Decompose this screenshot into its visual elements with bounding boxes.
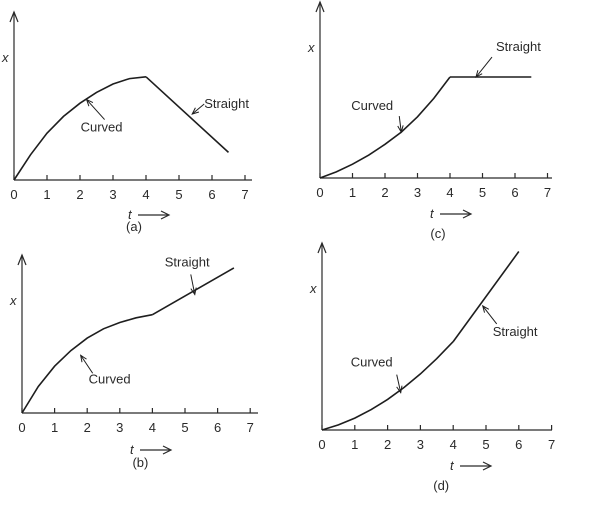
annotation-arrowhead xyxy=(190,287,197,296)
y-axis-arrowhead xyxy=(315,0,325,13)
x-tick-label: 6 xyxy=(208,187,215,202)
panel-caption: (b) xyxy=(132,455,148,470)
x-tick-label: 3 xyxy=(417,437,424,452)
y-axis-label: x xyxy=(1,50,9,65)
curved-segment xyxy=(321,341,454,431)
annotation-arrowhead xyxy=(396,385,403,394)
x-tick-label: 5 xyxy=(479,185,486,200)
annotation-curved: Curved xyxy=(351,355,393,370)
annotation-arrowhead xyxy=(475,70,483,79)
x-tick-label: 6 xyxy=(515,437,522,452)
x-tick-label: 7 xyxy=(544,185,551,200)
annotation-pointer xyxy=(398,116,402,133)
annotation-curved: Curved xyxy=(89,371,131,386)
annotation-pointer xyxy=(80,355,94,374)
y-axis-arrowhead xyxy=(317,241,327,254)
x-tick-label: 5 xyxy=(175,187,182,202)
annotation-arrowhead xyxy=(85,98,94,107)
x-tick-label: 7 xyxy=(548,437,555,452)
annotation-curved: Curved xyxy=(351,98,393,113)
chart-panel-c: x 0 1 2 3 4 5 6 7 t (c) Curved Straight xyxy=(307,0,552,241)
annotation-pointer xyxy=(190,274,196,295)
x-tick-label: 2 xyxy=(76,187,83,202)
annotation-straight: Straight xyxy=(204,96,249,111)
chart-panel-a: x 0 1 2 3 4 5 6 7 t(a) Curved Straight xyxy=(1,10,252,234)
x-tick-label: 4 xyxy=(149,420,156,435)
panel-caption: (c) xyxy=(430,226,445,241)
straight-segment xyxy=(452,251,520,343)
x-tick-label: 7 xyxy=(247,420,254,435)
x-axis-arrowhead xyxy=(160,210,171,220)
x-tick-label: 7 xyxy=(241,187,248,202)
y-axis-arrowhead xyxy=(9,10,19,23)
y-axis-label: x xyxy=(307,40,315,55)
y-axis-arrowhead xyxy=(17,253,27,266)
x-tick-label: 3 xyxy=(116,420,123,435)
x-tick-label: 4 xyxy=(142,187,149,202)
annotation-pointer xyxy=(475,56,493,78)
chart-panel-d: x 0 1 2 3 4 5 6 7 t(d) Curved Straight xyxy=(309,241,555,493)
annotation-straight: Straight xyxy=(493,324,538,339)
x-tick-label: 6 xyxy=(511,185,518,200)
x-tick-label: 2 xyxy=(381,185,388,200)
x-tick-label: 0 xyxy=(316,185,323,200)
x-tick-label: 5 xyxy=(181,420,188,435)
x-axis-label: t xyxy=(128,207,133,222)
x-axis-label: t xyxy=(430,206,435,221)
panel-caption: (d) xyxy=(433,478,449,493)
chart-panel-b: x 0 1 2 3 4 5 6 7 t(b) Curved Straight xyxy=(9,253,258,470)
x-tick-label: 2 xyxy=(84,420,91,435)
annotation-curved: Curved xyxy=(81,120,123,135)
annotation-straight: Straight xyxy=(496,39,541,54)
x-tick-label: 3 xyxy=(414,185,421,200)
x-axis-arrowhead xyxy=(482,461,493,471)
y-axis-label: x xyxy=(309,281,317,296)
annotation-arrowhead xyxy=(481,304,490,313)
annotation-pointer xyxy=(482,305,498,325)
x-axis-arrowhead xyxy=(462,209,473,219)
x-tick-label: 0 xyxy=(318,437,325,452)
panel-caption: (a) xyxy=(126,219,142,234)
curved-segment xyxy=(21,313,153,414)
x-axis-label: t xyxy=(450,458,455,473)
x-tick-label: 4 xyxy=(446,185,453,200)
x-tick-label: 1 xyxy=(349,185,356,200)
annotation-straight: Straight xyxy=(165,254,210,269)
x-axis-label: t xyxy=(130,442,135,457)
annotation-arrowhead xyxy=(191,107,200,115)
x-tick-label: 4 xyxy=(450,437,457,452)
x-tick-label: 2 xyxy=(384,437,391,452)
x-tick-label: 0 xyxy=(10,187,17,202)
x-tick-label: 0 xyxy=(18,420,25,435)
x-axis-arrowhead xyxy=(162,445,173,455)
annotation-arrowhead xyxy=(79,354,87,363)
annotation-pointer xyxy=(86,99,105,120)
x-tick-label: 3 xyxy=(109,187,116,202)
x-tick-label: 5 xyxy=(482,437,489,452)
annotation-pointer xyxy=(396,374,402,393)
x-tick-label: 1 xyxy=(351,437,358,452)
x-tick-label: 6 xyxy=(214,420,221,435)
x-tick-label: 1 xyxy=(51,420,58,435)
annotation-arrowhead xyxy=(397,125,404,134)
straight-segment xyxy=(145,76,230,153)
x-tick-label: 1 xyxy=(43,187,50,202)
curved-segment xyxy=(319,76,451,179)
curved-segment xyxy=(13,76,147,181)
annotation-pointer xyxy=(191,103,205,115)
y-axis-label: x xyxy=(9,293,17,308)
